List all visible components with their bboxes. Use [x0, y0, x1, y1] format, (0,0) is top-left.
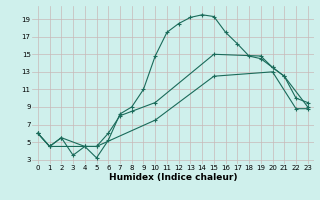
X-axis label: Humidex (Indice chaleur): Humidex (Indice chaleur)	[108, 173, 237, 182]
